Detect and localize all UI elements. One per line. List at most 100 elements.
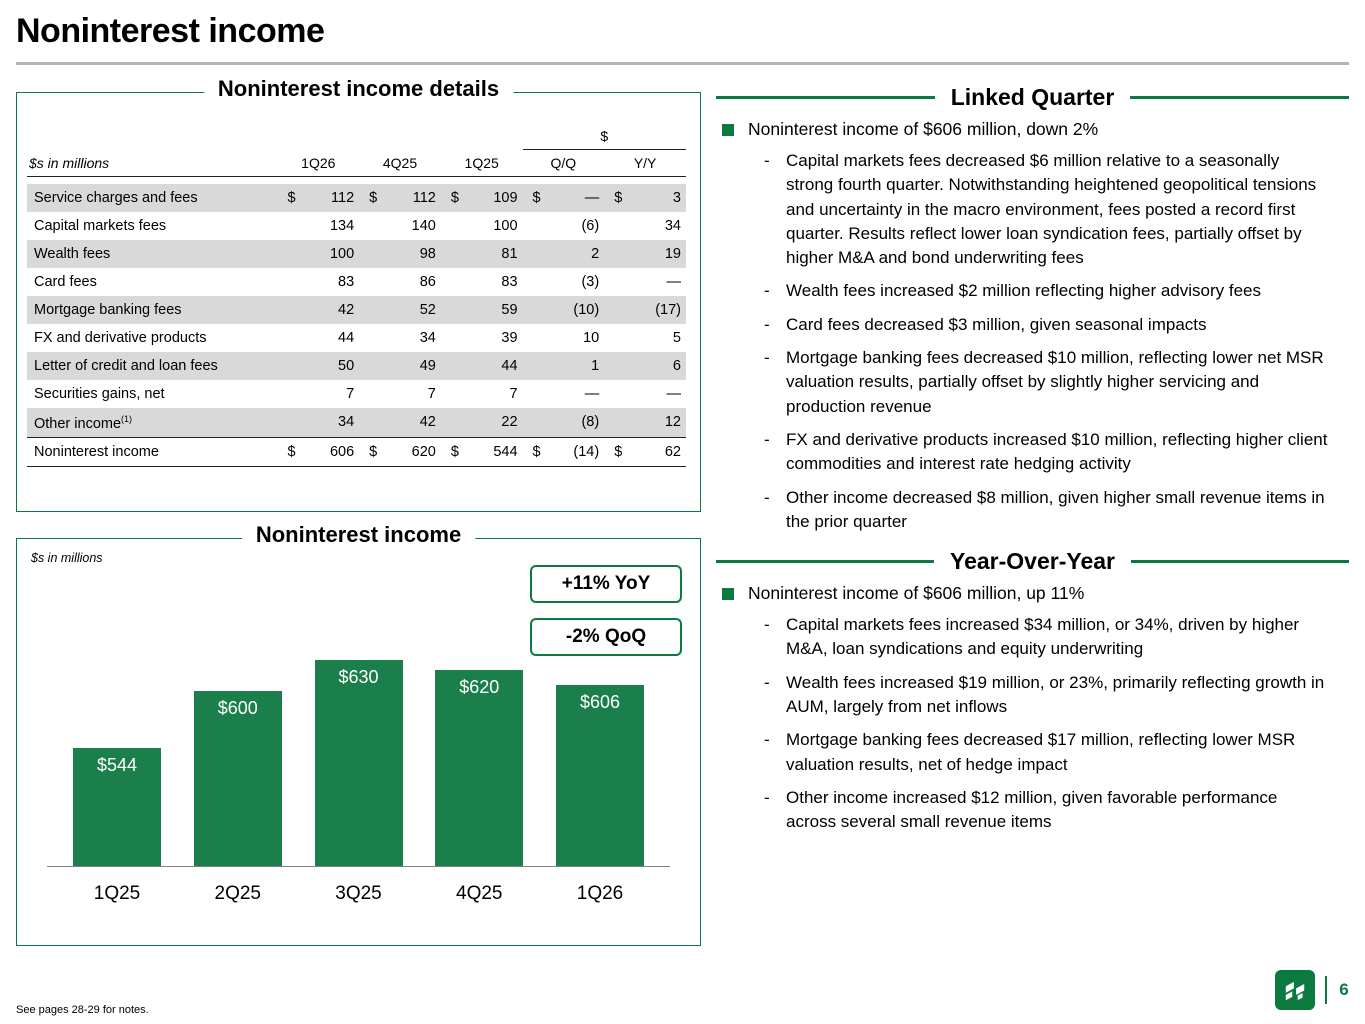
cell-value: — <box>666 273 682 290</box>
cell-value: 39 <box>501 329 518 346</box>
bullet: Noninterest income of $606 million, down… <box>716 119 1349 140</box>
cell-dollar-sign <box>277 324 299 352</box>
cell-dollar-sign: $ <box>277 437 300 468</box>
cell-value: 44 <box>463 351 523 380</box>
cell-dollar-sign: $ <box>604 437 627 468</box>
x-axis-label: 4Q25 <box>456 883 503 904</box>
sub-bullet: - Capital markets fees increased $34 mill… <box>764 613 1329 662</box>
bar-1Q26: $606 <box>556 685 644 866</box>
cell-dollar-sign <box>441 324 463 352</box>
cell-dollar-sign <box>277 239 300 268</box>
cell-value: 112 <box>299 183 360 212</box>
cell-value: 3 <box>626 183 686 212</box>
cell-value: 62 <box>626 437 686 468</box>
page-number: 6 <box>1339 980 1349 999</box>
cell-dollar-sign <box>604 295 627 324</box>
cell-value: — <box>584 385 600 402</box>
details-panel-title: Noninterest income details <box>203 76 514 102</box>
cell-dollar-sign <box>359 407 382 438</box>
cell-value: 6 <box>626 351 686 380</box>
cell-dollar-sign <box>277 351 300 380</box>
dash-bullet-icon: - <box>764 615 770 635</box>
cell-value: 606 <box>299 437 360 468</box>
cell-value: 19 <box>626 239 686 268</box>
cell-dollar-sign: $ <box>522 437 545 468</box>
cell-value: (8) <box>544 407 605 438</box>
x-axis-label: 1Q26 <box>576 883 624 904</box>
column-header: 1Q26 <box>277 149 360 177</box>
sub-bullet: - Other income decreased $8 million, give… <box>764 486 1329 535</box>
cell-dollar-sign <box>440 295 464 324</box>
cell-value: 109 <box>463 183 523 212</box>
cell-dollar-sign <box>604 239 627 268</box>
cell-dollar-sign <box>359 380 381 408</box>
sub-bullet-text: Other income increased $12 million, give… <box>786 787 1278 832</box>
cell-dollar-sign <box>359 324 381 352</box>
cell-dollar-sign <box>604 212 626 240</box>
cell-dollar-sign <box>277 212 299 240</box>
linked-quarter-header: Linked Quarter <box>716 84 1350 111</box>
sub-bullet: - Wealth fees increased $19 million, or 2… <box>764 671 1329 720</box>
footnote: See pages 28-29 for notes. <box>16 1004 149 1016</box>
sub-bullet: - Card fees decreased $3 million, given s… <box>764 313 1329 337</box>
cell-value: (3) <box>581 273 600 290</box>
table-row: Mortgage banking fees 42 52 59 (10) (17) <box>27 295 686 324</box>
sub-bullet: - Mortgage banking fees decreased $10 mil… <box>764 346 1329 419</box>
column-header: 4Q25 <box>359 149 441 177</box>
bar-2Q25: $600 <box>193 691 282 866</box>
dash-bullet-icon: - <box>764 487 770 507</box>
bar-4Q25: $620 <box>435 670 524 866</box>
chart-badges: +11% YoY -2% QoQ <box>530 565 682 656</box>
cell-dollar-sign <box>522 239 545 268</box>
row-label: FX and derivative products <box>34 329 207 346</box>
cell-dollar-sign: $ <box>440 437 464 468</box>
sub-bullet: - Capital markets fees decreased $6 milli… <box>764 149 1329 270</box>
cell-dollar-sign <box>522 295 545 324</box>
square-bullet-icon <box>722 588 734 601</box>
cell-dollar-sign <box>440 239 464 268</box>
cell-value: 83 <box>338 273 355 290</box>
row-label: Noninterest income <box>27 437 278 468</box>
cell-value: 2 <box>544 239 605 268</box>
cell-value: 50 <box>299 351 360 380</box>
cell-dollar-sign <box>604 268 626 296</box>
row-label: Service charges and fees <box>27 183 278 212</box>
cell-value: 10 <box>583 329 600 346</box>
sub-bullet-text: Wealth fees increased $2 million reflect… <box>786 281 1261 301</box>
cell-value: 42 <box>381 407 441 438</box>
commentary-column: Linked Quarter Noninterest income of $60… <box>716 84 1350 844</box>
cell-value: (14) <box>544 437 605 468</box>
cell-dollar-sign <box>522 351 545 380</box>
cell-value: 1 <box>544 351 605 380</box>
bar-value-label: $606 <box>579 692 621 712</box>
table-row: Service charges and fees $112 $112 $109 $ — $3 <box>27 183 686 212</box>
cell-dollar-sign: $ <box>440 183 464 212</box>
sub-bullet: - Wealth fees increased $2 million reflec… <box>764 279 1329 303</box>
cell-dollar-sign <box>441 268 463 296</box>
title-divider <box>16 62 1349 65</box>
bar-chart: $544 $600 $630 $620 $606 <box>47 635 670 867</box>
column-header-row: $s in millions 1Q26 4Q25 1Q25 Q/Q Y/Y <box>27 149 686 177</box>
cell-dollar-sign <box>604 324 626 352</box>
page-title: Noninterest income <box>16 12 325 50</box>
cell-dollar-sign <box>604 380 626 408</box>
cell-dollar-sign: $ <box>359 183 382 212</box>
linked-quarter-title: Linked Quarter <box>950 84 1115 110</box>
cell-value: 100 <box>299 239 360 268</box>
table-row: Securities gains, net 7 7 7 — — <box>27 380 686 408</box>
column-header: Q/Q <box>522 149 605 177</box>
cell-value: 83 <box>501 273 518 290</box>
details-panel: Noninterest income details $ $s in millio… <box>16 76 701 512</box>
x-axis-label: 1Q25 <box>93 883 141 904</box>
sub-bullet: - Other income increased $12 million, giv… <box>764 786 1329 835</box>
bullet-text: Noninterest income of $606 million, down… <box>748 119 1099 139</box>
table-row: Wealth fees 100 98 81 2 19 <box>27 239 686 268</box>
bar-1Q25: $544 <box>73 748 161 866</box>
spacer-cell <box>27 123 523 150</box>
spacer-row <box>27 177 686 184</box>
cell-value: 7 <box>427 385 436 402</box>
cell-dollar-sign <box>277 268 299 296</box>
cell-value: (10) <box>544 295 605 324</box>
year-over-year-header: Year-Over-Year <box>716 548 1350 575</box>
cell-dollar-sign <box>359 295 382 324</box>
